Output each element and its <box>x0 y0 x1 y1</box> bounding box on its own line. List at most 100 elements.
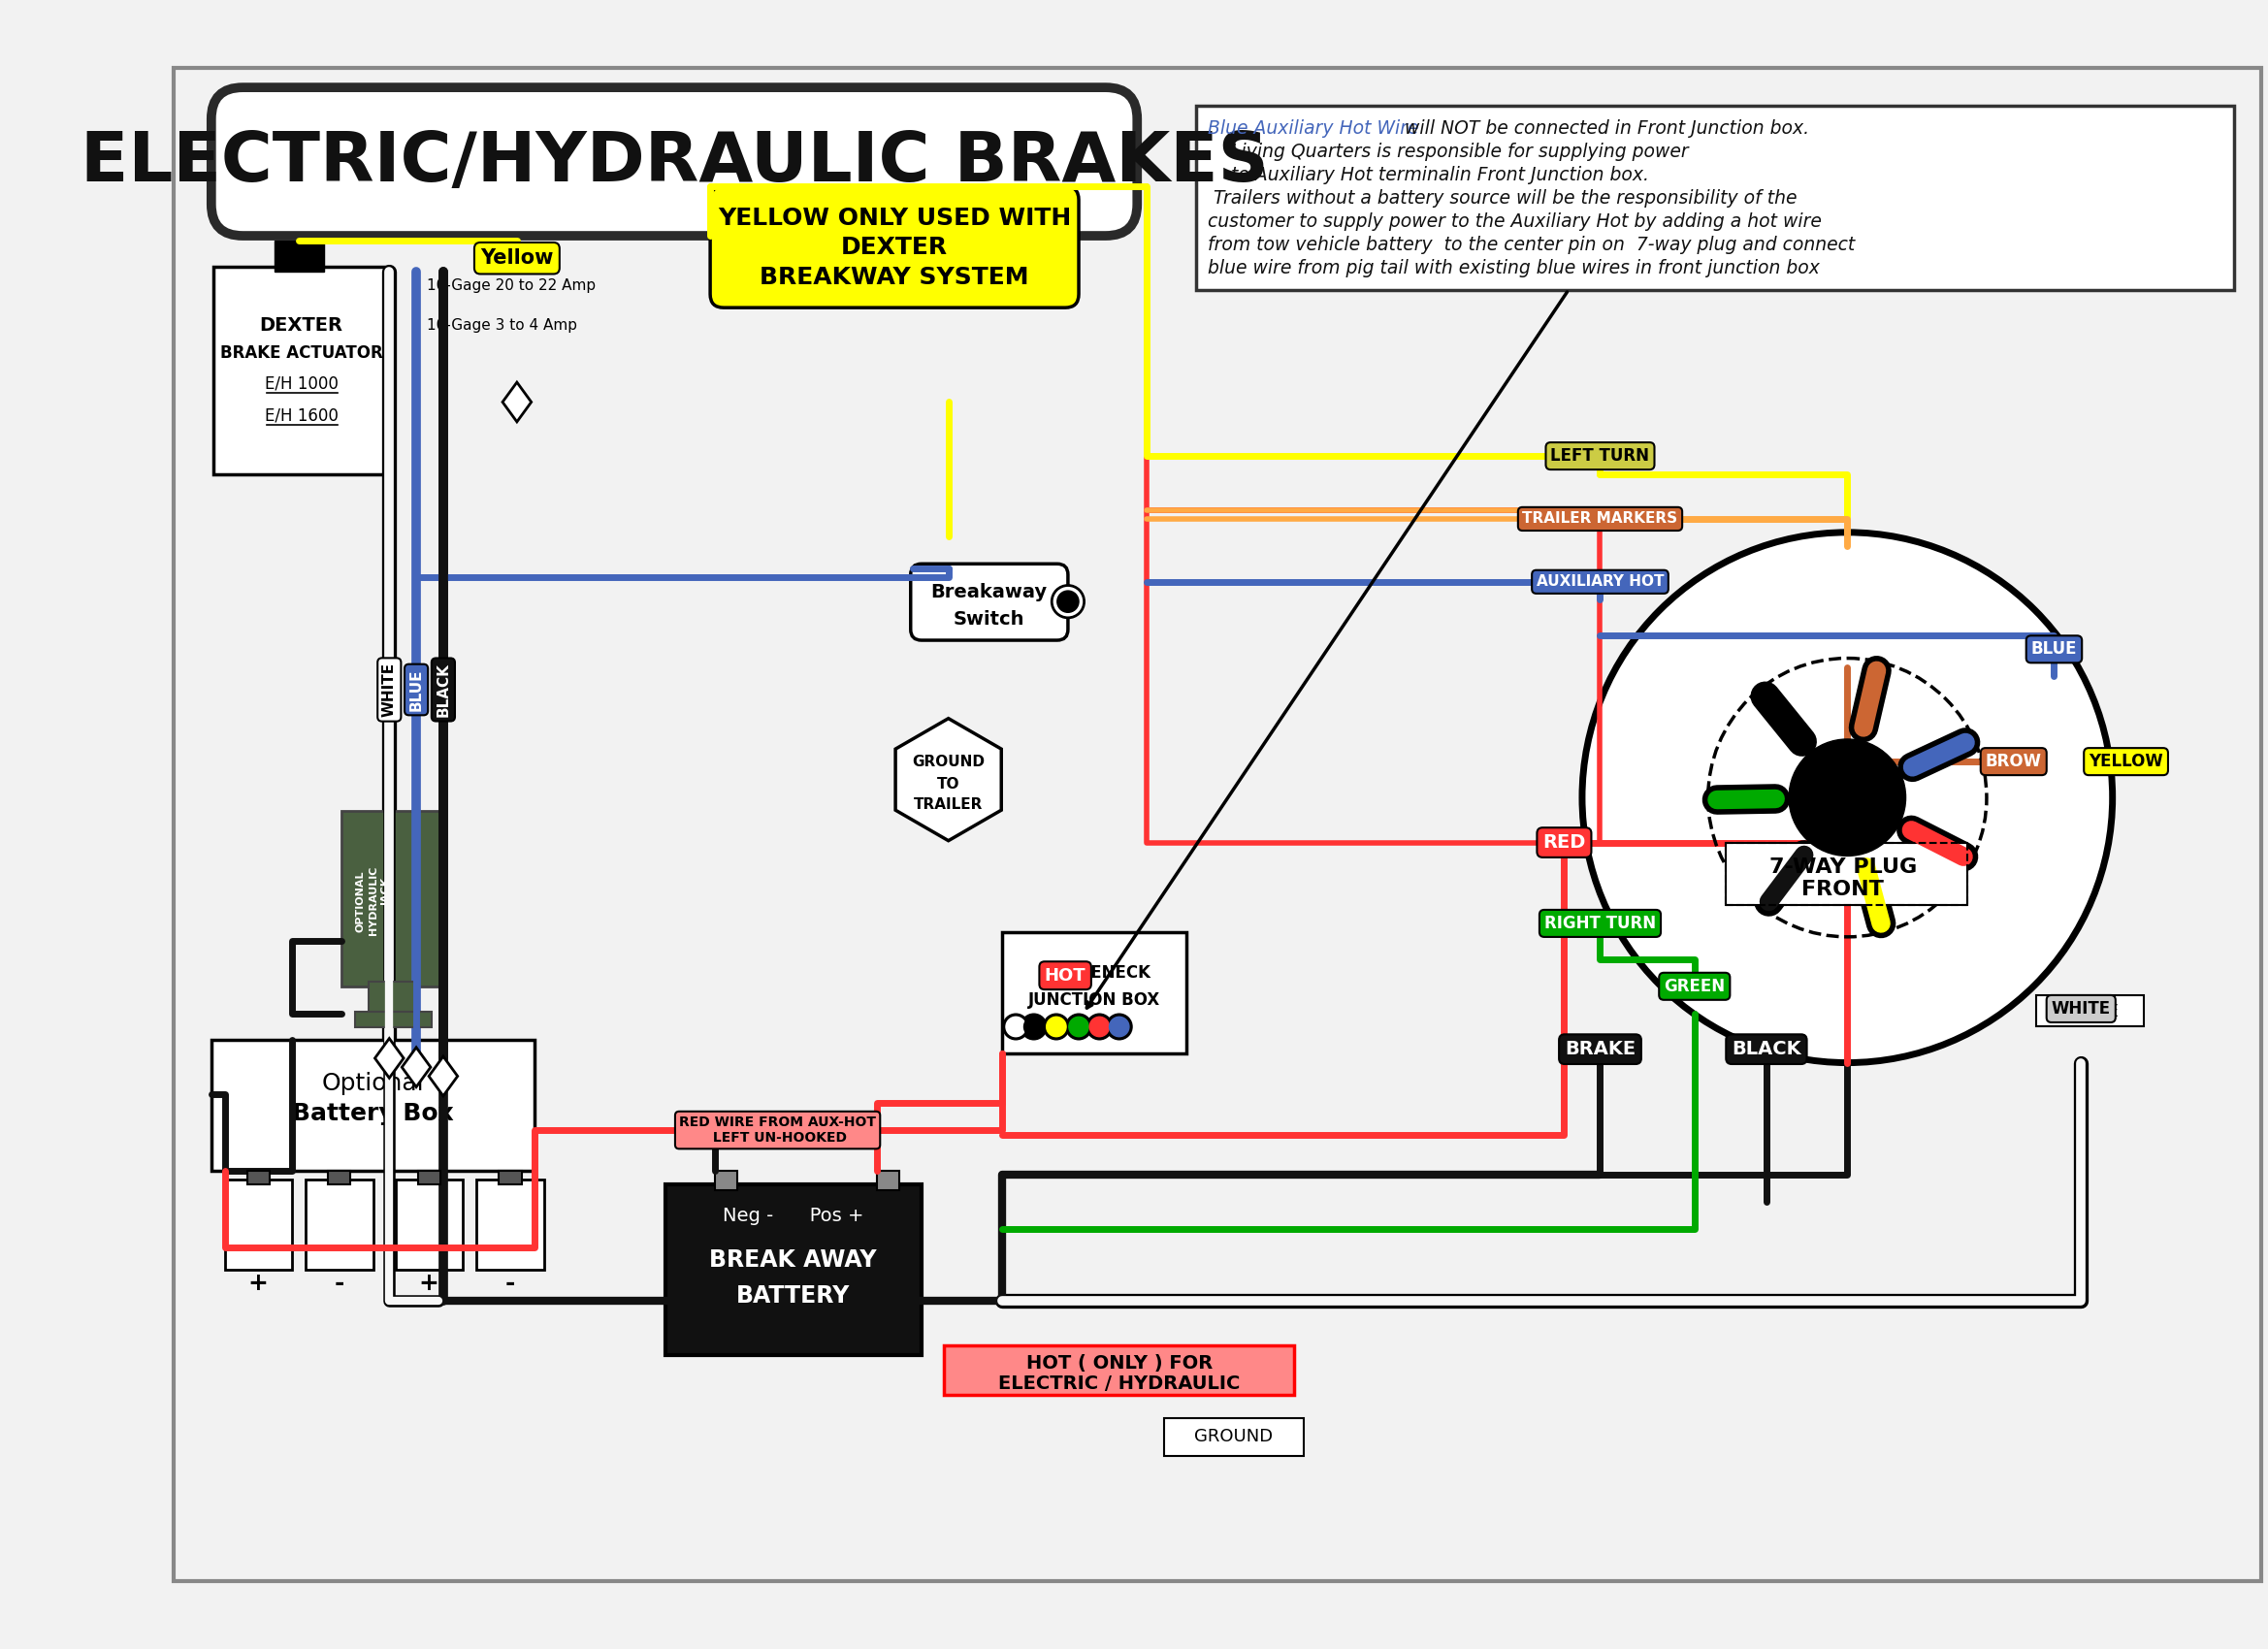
Text: HOT ( ONLY ) FOR: HOT ( ONLY ) FOR <box>1025 1354 1213 1374</box>
Bar <box>1163 1418 1304 1456</box>
Text: 10-Gage 20 to 22 Amp: 10-Gage 20 to 22 Amp <box>426 279 596 292</box>
FancyBboxPatch shape <box>710 186 1080 308</box>
Polygon shape <box>429 1057 458 1097</box>
Bar <box>1726 843 1966 905</box>
Polygon shape <box>401 1047 431 1087</box>
Text: RED: RED <box>1542 833 1585 851</box>
Text: GREEN: GREEN <box>1665 978 1726 994</box>
Text: BREAKWAY SYSTEM: BREAKWAY SYSTEM <box>760 265 1030 289</box>
Bar <box>213 267 388 473</box>
FancyBboxPatch shape <box>211 87 1136 236</box>
Text: BATTERY: BATTERY <box>735 1285 850 1308</box>
Text: 10-Gage 3 to 4 Amp: 10-Gage 3 to 4 Amp <box>426 318 578 333</box>
Circle shape <box>1109 1017 1129 1037</box>
Bar <box>2037 996 2143 1027</box>
Text: Optional: Optional <box>322 1072 424 1095</box>
Circle shape <box>1052 585 1084 618</box>
Text: ELECTRIC/HYDRAULIC BRAKES: ELECTRIC/HYDRAULIC BRAKES <box>79 129 1268 196</box>
Text: GROUND: GROUND <box>1193 1428 1272 1446</box>
Text: E/H 1000: E/H 1000 <box>265 376 338 392</box>
Text: FRONT: FRONT <box>1801 879 1885 899</box>
Polygon shape <box>374 1039 404 1078</box>
Bar <box>476 1179 544 1270</box>
Bar <box>225 1179 293 1270</box>
Text: will NOT be connected in Front Junction box.: will NOT be connected in Front Junction … <box>1399 119 1810 137</box>
Text: HOT: HOT <box>1046 966 1086 984</box>
Bar <box>274 241 324 272</box>
Circle shape <box>1021 1014 1046 1039</box>
Text: OPTIONAL: OPTIONAL <box>356 871 365 932</box>
Text: BLACK: BLACK <box>1733 1041 1801 1059</box>
Text: BLACK: BLACK <box>435 663 451 717</box>
Text: BRAKE: BRAKE <box>1565 1041 1635 1059</box>
Circle shape <box>1089 1017 1109 1037</box>
Bar <box>211 1041 535 1171</box>
Text: WHITE: WHITE <box>2050 999 2112 1017</box>
Text: to Auxiliary Hot terminalin Front Junction box.: to Auxiliary Hot terminalin Front Juncti… <box>1207 165 1649 185</box>
Text: -: - <box>333 1271 345 1294</box>
Text: Switch: Switch <box>953 610 1025 628</box>
Text: BLUE: BLUE <box>408 668 424 711</box>
Text: BLUE: BLUE <box>2032 640 2077 658</box>
Text: GROUND: GROUND <box>912 754 984 768</box>
Polygon shape <box>503 383 531 422</box>
Circle shape <box>1002 1014 1027 1039</box>
Bar <box>370 981 417 1012</box>
Text: YELLOW: YELLOW <box>2089 754 2164 770</box>
Text: YELLOW ONLY USED WITH: YELLOW ONLY USED WITH <box>717 206 1070 229</box>
Text: -: - <box>506 1271 515 1294</box>
Text: TRAILER: TRAILER <box>914 798 982 811</box>
Circle shape <box>1043 1014 1068 1039</box>
Circle shape <box>1046 1017 1066 1037</box>
Bar <box>1195 106 2234 290</box>
Circle shape <box>1583 533 2112 1062</box>
Circle shape <box>1057 590 1080 612</box>
Text: DEXTER: DEXTER <box>841 236 948 259</box>
Polygon shape <box>896 719 1002 841</box>
Text: JUNCTION BOX: JUNCTION BOX <box>1027 991 1161 1009</box>
FancyBboxPatch shape <box>912 564 1068 640</box>
Bar <box>306 1179 374 1270</box>
Circle shape <box>1007 1017 1025 1037</box>
Circle shape <box>1068 1017 1089 1037</box>
Text: +: + <box>247 1271 268 1294</box>
Text: customer to supply power to the Auxiliary Hot by adding a hot wire: customer to supply power to the Auxiliar… <box>1207 213 1821 231</box>
Text: Yellow: Yellow <box>481 249 553 267</box>
Bar <box>714 1171 737 1191</box>
Bar <box>1726 843 1966 905</box>
Text: +: + <box>420 1271 440 1294</box>
Text: AUXILIARY HOT: AUXILIARY HOT <box>1535 574 1665 589</box>
Text: TRAILER MARKERS: TRAILER MARKERS <box>1522 511 1678 526</box>
Text: Living Quarters is responsible for supplying power: Living Quarters is responsible for suppl… <box>1207 142 1687 160</box>
Bar <box>342 811 440 986</box>
Circle shape <box>1066 1014 1091 1039</box>
Text: RIGHT TURN: RIGHT TURN <box>1545 915 1656 932</box>
Text: GOOSENECK: GOOSENECK <box>1039 965 1150 981</box>
Bar <box>943 1346 1295 1395</box>
Circle shape <box>1023 1017 1043 1037</box>
Text: WHITE: WHITE <box>381 663 397 717</box>
Text: HYDRAULIC: HYDRAULIC <box>370 866 379 935</box>
Bar <box>665 1184 921 1355</box>
Text: Trailers without a battery source will be the responsibility of the: Trailers without a battery source will b… <box>1207 190 1796 208</box>
Text: Battery Box: Battery Box <box>293 1102 454 1126</box>
Bar <box>1002 932 1186 1054</box>
Text: BRAKE ACTUATOR: BRAKE ACTUATOR <box>220 345 383 361</box>
Text: ELECTRIC / HYDRAULIC: ELECTRIC / HYDRAULIC <box>998 1374 1241 1393</box>
Text: Blue Auxiliary Hot Wire: Blue Auxiliary Hot Wire <box>1207 119 1418 137</box>
Text: JACK: JACK <box>381 877 392 905</box>
Text: DEXTER: DEXTER <box>259 317 342 335</box>
Bar <box>395 1179 463 1270</box>
Circle shape <box>1789 739 1905 856</box>
Bar <box>329 1171 352 1184</box>
Text: TO: TO <box>937 777 959 792</box>
Text: WHITE: WHITE <box>2062 1003 2118 1021</box>
Text: LEFT TURN: LEFT TURN <box>1551 447 1649 465</box>
Text: Neg -      Pos +: Neg - Pos + <box>721 1207 864 1225</box>
Bar <box>417 1171 440 1184</box>
Text: BREAK AWAY: BREAK AWAY <box>710 1248 878 1271</box>
Bar <box>875 1171 898 1191</box>
Text: RED WIRE FROM AUX-HOT
 LEFT UN-HOOKED: RED WIRE FROM AUX-HOT LEFT UN-HOOKED <box>678 1115 875 1144</box>
Text: BROW: BROW <box>1984 754 2041 770</box>
Text: 7-WAY PLUG: 7-WAY PLUG <box>1769 857 1916 877</box>
